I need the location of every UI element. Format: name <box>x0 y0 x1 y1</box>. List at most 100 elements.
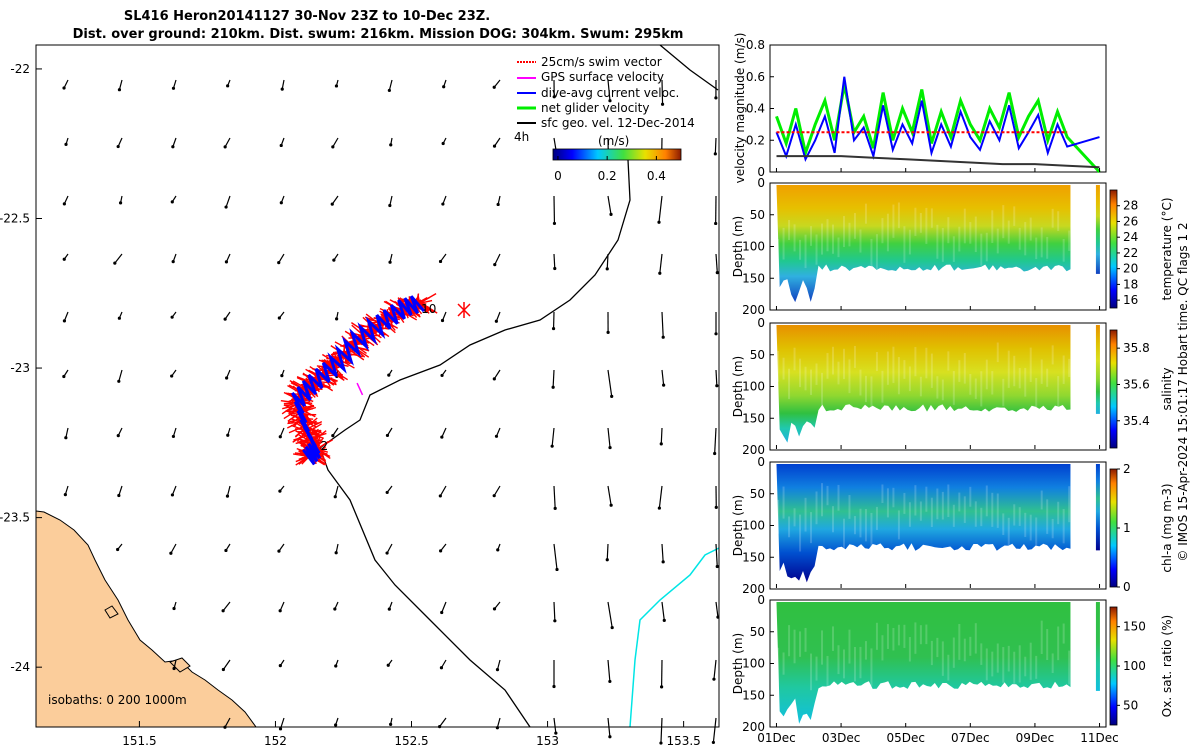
sfc-vector-head <box>171 434 176 439</box>
sfc-vector <box>386 543 393 554</box>
sfc-vector-head <box>551 385 555 389</box>
sfc-vector-head <box>172 666 176 671</box>
section-cb-ticklabel: 50 <box>1123 698 1138 712</box>
isobaths-text: isobaths: 0 200 1000m <box>48 693 187 707</box>
section-colorbar-label: Ox. sat. ratio (%) <box>1160 615 1174 717</box>
sfc-vector-head <box>171 86 176 90</box>
sfc-vector-head <box>333 607 337 611</box>
sfc-vector-head <box>608 679 612 684</box>
sfc-vector-head <box>658 271 662 275</box>
sfc-vector-head <box>278 664 282 668</box>
sfc-vector-head <box>389 722 393 726</box>
time-axis: 01Dec 03Dec 05Dec 07Dec 09Dec 11Dec <box>757 168 1119 745</box>
sfc-vector-head <box>62 202 66 206</box>
sfc-vector <box>607 659 611 682</box>
sfc-vector-head <box>62 374 66 379</box>
swim-vector <box>388 317 394 328</box>
sfc-vector-head <box>550 444 554 448</box>
sfc-vector-head <box>226 433 230 437</box>
sfc-vector <box>65 427 69 438</box>
time-tick-label: 01Dec <box>757 731 796 745</box>
sfc-vector-head <box>610 394 614 398</box>
sfc-vector <box>495 311 501 322</box>
sfc-vector <box>222 601 231 612</box>
sfc-vector <box>661 79 664 105</box>
sfc-vector-head <box>438 494 442 498</box>
time-tick-label: 11Dec <box>1080 731 1119 745</box>
map-ytick-label: -24 <box>10 660 30 674</box>
section-ytick-label: 0 <box>757 316 765 330</box>
sfc-vector <box>439 485 447 497</box>
sfc-vector-head <box>385 490 389 495</box>
section-ytick-label: 0 <box>757 593 765 607</box>
sfc-vector <box>553 717 557 734</box>
sfc-vector-head <box>63 492 67 497</box>
section-cb-ticklabel: 35.6 <box>1123 377 1150 391</box>
sfc-vector-head <box>113 261 117 265</box>
sfc-vector-head <box>438 259 443 264</box>
sfc-vector-head <box>495 668 500 672</box>
section-cb-ticklabel: 28 <box>1123 199 1138 213</box>
sfc-vector <box>118 79 123 90</box>
sfc-vector-head <box>441 141 445 146</box>
section-data <box>776 464 1071 583</box>
map-cb-ticklabel: 0 <box>554 169 562 183</box>
section-ylabel: Depth (m) <box>731 495 745 556</box>
sfc-vector <box>606 253 609 269</box>
sfc-vector-head <box>715 564 719 569</box>
section-colorbar-label: chl-a (mg m-3) <box>1160 483 1174 572</box>
section-ytick-label: 0 <box>757 455 765 469</box>
section-ytick-label: 150 <box>742 271 765 285</box>
time-tick-label: 09Dec <box>1016 731 1055 745</box>
sfc-vector-head <box>662 618 666 622</box>
legend-gps: GPS surface velocity <box>541 70 664 84</box>
sfc-vector-head <box>385 551 389 555</box>
sfc-vector-head <box>170 200 174 204</box>
time-tick-label: 03Dec <box>822 731 861 745</box>
map-ytick-label: -22.5 <box>0 211 30 225</box>
sfc-vector-head <box>116 434 120 438</box>
sfc-vector <box>715 543 718 567</box>
sfc-vector-head <box>280 374 284 378</box>
sfc-vector-head <box>117 493 121 498</box>
sfc-vector-head <box>278 727 283 731</box>
sfc-vector <box>114 253 123 264</box>
sfc-vector <box>553 601 556 621</box>
sfc-vector-head <box>439 549 443 553</box>
sfc-vector <box>553 485 556 509</box>
section-ylabel: Depth (m) <box>731 356 745 417</box>
swim-vector <box>313 382 319 389</box>
sfc-velocity-vectors <box>62 79 720 745</box>
sfc-vector-head <box>387 607 391 611</box>
sfc-vector <box>226 485 231 497</box>
target-marker <box>457 302 471 318</box>
sfc-vector-head <box>494 319 498 323</box>
sfc-vector <box>224 137 231 148</box>
map-xtick-label: 153.5 <box>666 734 700 748</box>
sfc-vector-head <box>169 551 173 555</box>
late-profile <box>1095 325 1100 414</box>
sfc-vector-head <box>440 435 444 439</box>
section-cb-ticklabel: 0 <box>1123 580 1131 594</box>
sfc-vector-head <box>170 315 174 319</box>
sfc-vector-head <box>279 201 283 205</box>
sfc-vector-head <box>555 567 559 572</box>
sfc-vector <box>660 427 663 444</box>
section-panel: 0 50 100 150 200 Depth (m) 35.4 35.6 35.8 salinit… <box>731 316 1174 457</box>
sfc-vector <box>607 601 613 628</box>
sfc-vector-head <box>171 145 175 149</box>
sfc-vector-head <box>172 606 176 611</box>
sfc-vector <box>606 543 609 560</box>
swim-vector <box>348 349 365 361</box>
sfc-vector-head <box>335 317 339 321</box>
section-colorbar <box>1109 468 1118 588</box>
section-panel: 0 50 100 150 200 Depth (m) 50 100 150 Ox. sat. ra… <box>731 593 1174 734</box>
sfc-vector-head <box>492 377 496 381</box>
sfc-vector-head <box>552 95 556 99</box>
sfc-vector-head <box>388 260 392 264</box>
swim-vector <box>300 437 312 447</box>
sfc-vector-head <box>609 503 613 507</box>
sfc-vector-head <box>386 663 390 667</box>
